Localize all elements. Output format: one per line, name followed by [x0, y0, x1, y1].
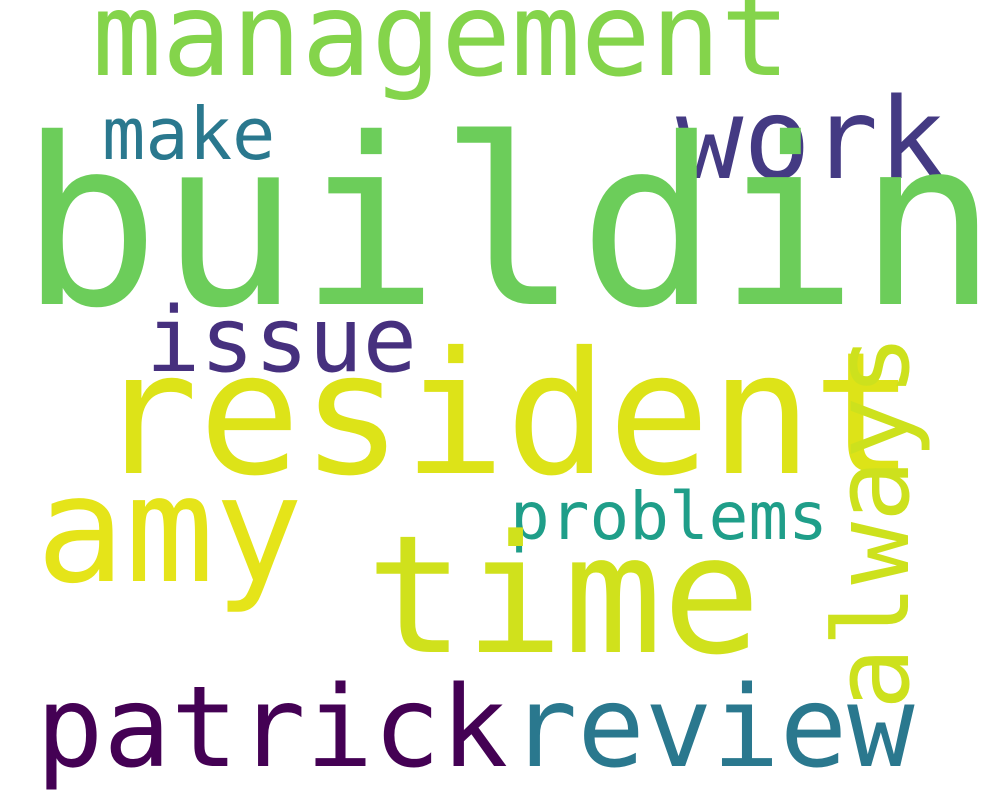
- word-amy: amy: [36, 444, 304, 616]
- word-patrick: patrick: [36, 663, 509, 793]
- word-review: review: [510, 663, 915, 793]
- word-make: make: [102, 92, 276, 176]
- word-issue: issue: [146, 288, 417, 393]
- word-resident: resident: [96, 316, 915, 514]
- word-building: building: [20, 89, 1000, 359]
- word-work: work: [676, 75, 946, 205]
- word-always: always: [811, 334, 933, 710]
- word-management: management: [92, 0, 791, 103]
- word-time: time: [366, 500, 761, 691]
- word-problems: problems: [510, 478, 828, 555]
